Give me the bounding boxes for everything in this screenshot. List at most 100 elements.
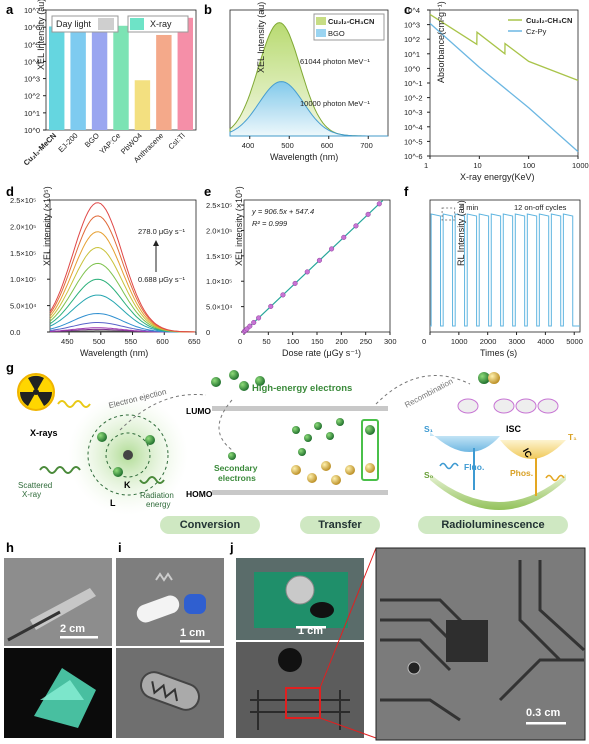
legend-b-0: Cu₂I₂-CH₃CN [328, 17, 374, 26]
y-axis-label-f: RL Intensity (au) [456, 200, 466, 266]
x-tick-label-f: 0 [422, 337, 426, 346]
series-d-6 [49, 278, 195, 333]
x-tick-label-b: 500 [281, 141, 294, 150]
x-tick-label-c: 100 [523, 161, 536, 170]
zoom-xray-photo: 0.3 cm [375, 547, 586, 741]
chart-a-bar: 10^0 10^1 10^2 10^3 10^4 10^5 10^6 10^7 Cu₂I₂-Me… [22, 0, 197, 167]
x-tick-label-b: 700 [360, 141, 373, 150]
chart-c-absorbance: 10^4 10^3 10^2 10^1 10^0 10^-1 10^-2 10^-3 10^-4… [404, 1, 589, 182]
x-tick-label-a: YAP:Ce [98, 131, 123, 156]
s0-label: S₀ [424, 470, 434, 480]
y-tick-label-a: 10^3 [24, 75, 40, 84]
series-c-1 [429, 22, 579, 153]
t1-well [500, 440, 566, 459]
x-tick-label-d: 500 [93, 337, 106, 346]
arrow-head-d [153, 240, 159, 246]
y-tick-label-c: 10^1 [404, 50, 420, 59]
panel-letter-e: e [204, 184, 211, 199]
point-e-12 [341, 234, 347, 240]
x-axis-label-f: Times (s) [480, 348, 517, 358]
panel-j-photos: 1 cm [236, 547, 377, 739]
secondary-arrow [218, 399, 233, 451]
bar-a-2 [91, 28, 108, 131]
x-axis-label-d: Wavelength (nm) [80, 348, 148, 358]
isc-label: ISC [506, 424, 522, 434]
x-tick-label-d: 550 [125, 337, 138, 346]
radiation-energy-wave-icon [139, 476, 165, 484]
y-tick-label-e: 1.0×10⁵ [206, 277, 232, 286]
x-tick-label-f: 2000 [480, 337, 497, 346]
legend-c-0: Cu₂I₂-CH₃CN [526, 16, 572, 25]
bar-a-0 [49, 26, 65, 131]
y-tick-label-a: 10^1 [24, 109, 40, 118]
y-tick-label-d: 2.0×10⁵ [10, 222, 36, 231]
x-tick-label-b: 600 [321, 141, 334, 150]
zoom-lines [319, 547, 377, 739]
legend-b-1: BGO [328, 29, 345, 38]
point-e-8 [292, 280, 298, 286]
y-tick-label-e: 5.0×10⁴ [206, 303, 232, 312]
t1-label: T₁ [568, 432, 577, 442]
y-tick-label-e: 1.5×10⁵ [206, 252, 232, 261]
x-axis-label-c: X-ray energy(KeV) [460, 172, 535, 182]
lumo-label: LUMO [186, 406, 211, 416]
point-e-14 [365, 211, 371, 217]
phos-label: Phos. [510, 468, 533, 478]
x-tick-label-d: 650 [188, 337, 201, 346]
atom-orbit-l [87, 414, 169, 496]
ejection-arrow [119, 393, 207, 431]
x-tick-label-e: 0 [238, 337, 242, 346]
y-tick-label-c: 10^-3 [404, 108, 423, 117]
atom-orbit-k [105, 432, 151, 478]
panel-letter-h: h [6, 540, 14, 555]
x-tick-label-c: 10 [473, 161, 481, 170]
panel-letter-g: g [6, 360, 14, 375]
panel-letter-f: f [404, 184, 409, 199]
panel-i-photos: 1 cm [116, 558, 224, 738]
x-tick-label-a: CsI:Tl [166, 131, 186, 151]
x-tick-label-e: 100 [287, 337, 300, 346]
legend-xray: X-ray [150, 19, 172, 29]
stage-radioluminescence: Radioluminescence [418, 516, 568, 534]
recombination-arrow [375, 375, 471, 405]
panel-letter-a: a [6, 2, 14, 17]
point-e-9 [304, 269, 310, 275]
homo-label: HOMO [186, 489, 213, 499]
bar-a-4 [134, 80, 151, 130]
panel-letter-d: d [6, 184, 14, 199]
plot-frame-c [429, 9, 579, 157]
y-tick-label-a: 10^0 [24, 126, 40, 135]
annotation-b-1: 10000 photon MeV⁻¹ [300, 99, 370, 108]
radiation-energy-label: Radiation energy [140, 491, 174, 509]
scale-bar-zoom: 0.3 cm [526, 707, 560, 719]
chart-b-spectra: 400 500 600 700 Wavelength (nm) XEL Intensity… [229, 2, 389, 162]
x-tick-label-f: 3000 [509, 337, 526, 346]
y-tick-label-c: 10^-1 [404, 79, 423, 88]
zoom-region-box [285, 687, 321, 719]
x-tick-label-a: EJ-200 [56, 131, 79, 154]
legend-swatch-b-0 [316, 17, 326, 25]
x-tick-label-e: 150 [311, 337, 324, 346]
radiation-symbol-icon [17, 373, 55, 411]
y-axis-label-d: XEL intensity (×10⁵) [42, 186, 52, 266]
y-tick-label-d: 2.5×10⁵ [10, 196, 36, 205]
homo-band [212, 490, 388, 495]
y-tick-label-c: 10^-2 [404, 94, 423, 103]
panel-letter-i: i [118, 540, 122, 555]
y-tick-label-c: 10^2 [404, 35, 420, 44]
y-tick-label-c: 10^3 [404, 21, 420, 30]
x-tick-label-f: 5000 [566, 337, 583, 346]
series-f [430, 213, 580, 327]
point-e-13 [353, 223, 359, 229]
point-e-5 [256, 315, 262, 321]
x-tick-label-e: 250 [360, 337, 373, 346]
legend-swatch-b-1 [316, 29, 326, 37]
y-tick-label-d: 1.5×10⁵ [10, 249, 36, 258]
legend-xray-swatch [130, 18, 144, 30]
y-tick-label-e: 2.0×10⁵ [206, 226, 232, 235]
scale-bar-i: 1 cm [180, 627, 205, 639]
y-tick-label-a: 10^5 [24, 40, 40, 49]
scattered-wave-icon [39, 466, 81, 474]
chart-e-linear-fit: 0 5.0×10⁴ 1.0×10⁵ 1.5×10⁵ 2.0×10⁵ 2.5×10⁵ 0 50 1… [206, 186, 397, 358]
